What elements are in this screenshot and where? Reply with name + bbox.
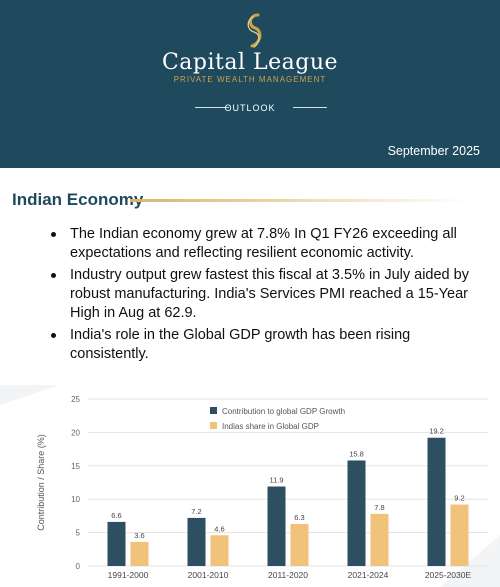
y-tick-label: 5 [76,529,81,538]
bar [370,513,389,566]
legend-label: Contribution to global GDP Growth [222,407,345,416]
data-label: 19.2 [429,427,444,436]
x-tick-label: 2021-2024 [348,570,389,580]
data-label: 6.3 [294,513,304,522]
outlook-divider-left [195,107,229,108]
gdp-chart-svg: 0 5 10 15 20 25 Contribution / Share (%) 6.6 3.6… [0,385,500,587]
y-tick-label: 15 [71,462,80,471]
report-date: September 2025 [387,144,480,158]
y-tick-label: 10 [71,495,80,504]
legend-swatch [210,422,217,429]
bar [450,504,469,566]
bar [427,437,446,566]
section-label: OUTLOOK [224,103,276,113]
data-label: 6.6 [111,511,121,520]
brand-name: Capital League [161,50,339,75]
bullet-item: The Indian economy grew at 7.8% In Q1 FY… [48,225,488,263]
bar [107,521,126,566]
x-tick-label: 2001-2010 [188,570,229,580]
bar [347,460,366,566]
capital-league-logo-icon [247,13,262,48]
bullet-item: Industry output grew fastest this fiscal… [48,266,488,323]
data-label: 3.6 [134,531,144,540]
x-tick-label: 2011-2020 [268,570,308,580]
bar [290,523,309,566]
bar [130,541,149,566]
bar [267,486,286,566]
gdp-chart: 0 5 10 15 20 25 Contribution / Share (%) 6.6 3.6… [0,385,500,587]
bar [210,535,229,566]
legend-label: Indias share in Global GDP [222,422,319,431]
data-label: 9.2 [454,494,464,503]
x-tick-label: 1991-2000 [108,570,149,580]
outlook-divider-right [293,107,327,108]
y-tick-label: 20 [71,428,80,437]
title-underline [130,199,470,202]
legend-swatch [210,407,217,414]
data-label: 7.8 [374,503,384,512]
y-tick-label: 25 [71,395,80,404]
data-label: 4.6 [214,524,224,533]
y-tick-label: 0 [76,562,81,571]
bullet-item: India's role in the Global GDP growth ha… [48,326,488,364]
section-title: Indian Economy [12,190,144,209]
bar [187,517,206,566]
x-tick-label: 2025-2030E [425,570,472,580]
data-label: 15.8 [349,449,364,458]
chart-bg-decor [0,385,60,405]
data-label: 7.2 [191,507,201,516]
brand-tagline: PRIVATE WEALTH MANAGEMENT [173,75,327,84]
bullet-list: The Indian economy grew at 7.8% In Q1 FY… [48,225,488,367]
chart-bg-decor [440,535,500,587]
y-axis-label: Contribution / Share (%) [36,434,46,531]
report-header: Capital League PRIVATE WEALTH MANAGEMENT… [0,0,500,168]
data-label: 11.9 [269,476,283,485]
